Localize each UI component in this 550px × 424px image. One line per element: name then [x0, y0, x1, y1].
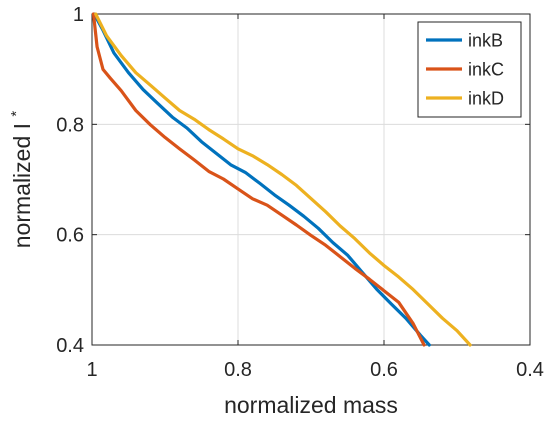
axis-ticks: 1 0.8 0.6 0.4 0.4 0.6 0.8 1: [56, 4, 544, 381]
y-tick-label: 1: [73, 4, 84, 26]
y-axis-label: normalized I *: [8, 111, 35, 249]
y-axis-label-superscript: *: [8, 111, 25, 117]
legend-label: inkD: [468, 89, 504, 109]
y-tick-label: 0.8: [56, 114, 84, 136]
y-tick-label: 0.6: [56, 225, 84, 247]
x-tick-label: 0.6: [370, 359, 398, 381]
legend: inkB inkC inkD: [417, 21, 522, 118]
legend-label: inkC: [468, 60, 504, 80]
y-axis-label-main: normalized I: [9, 123, 35, 248]
series-line-inkD: [94, 12, 472, 347]
series-line-inkB: [92, 12, 431, 347]
series-line-inkC: [91, 12, 426, 347]
y-tick-label: 0.4: [56, 335, 84, 357]
plot-area: [91, 13, 531, 346]
series-lines: [91, 12, 472, 347]
x-tick-label: 1: [86, 359, 97, 381]
x-tick-label: 0.8: [224, 359, 252, 381]
x-axis-label: normalized mass: [224, 392, 398, 418]
x-tick-label: 0.4: [516, 359, 544, 381]
legend-label: inkB: [468, 31, 503, 51]
